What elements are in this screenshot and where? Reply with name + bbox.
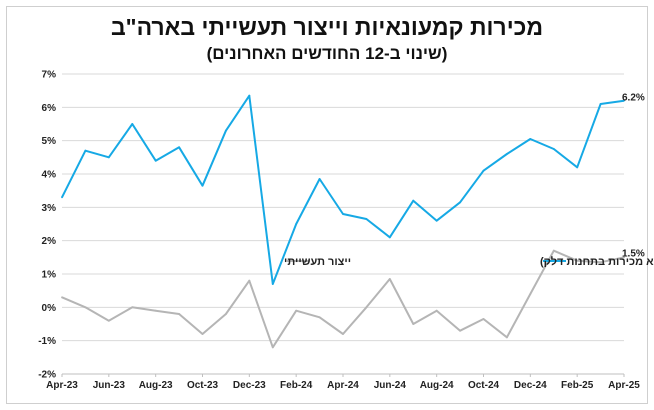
x-tick-label: Apr-25	[608, 380, 640, 391]
chart-title: מכירות קמעונאיות וייצור תעשייתי בארה"ב	[110, 14, 544, 40]
data-point-retail-sales	[154, 159, 157, 162]
y-tick-label: 2%	[42, 236, 57, 247]
x-tick-label: Feb-24	[280, 380, 313, 391]
data-point-industrial-production	[506, 336, 508, 339]
data-point-industrial-production	[201, 333, 204, 335]
data-point-industrial-production	[552, 249, 555, 252]
data-point-retail-sales	[623, 99, 625, 102]
y-tick-label: 6%	[42, 103, 57, 114]
data-point-retail-sales	[295, 223, 298, 225]
y-tick-label: -2%	[38, 370, 56, 381]
x-tick-label: Jun-24	[374, 380, 407, 391]
x-tick-label: Apr-24	[327, 380, 359, 391]
data-point-retail-sales	[599, 103, 602, 105]
data-point-industrial-production	[178, 313, 180, 315]
data-point-retail-sales	[318, 178, 321, 180]
data-point-industrial-production	[131, 306, 134, 309]
x-tick-label: Oct-24	[468, 380, 500, 391]
y-tick-label: 5%	[42, 136, 57, 147]
data-point-industrial-production	[412, 323, 415, 325]
data-point-industrial-production	[623, 256, 625, 259]
data-point-industrial-production	[529, 293, 532, 295]
data-point-industrial-production	[435, 309, 438, 312]
y-tick-label: 1%	[42, 270, 57, 281]
x-tick-label: Aug-24	[420, 380, 454, 391]
x-tick-label: Apr-23	[46, 380, 78, 391]
y-tick-label: -1%	[38, 336, 56, 347]
data-point-retail-sales	[248, 94, 251, 97]
data-point-retail-sales	[225, 129, 227, 132]
data-point-retail-sales	[459, 201, 461, 204]
x-tick-label: Dec-24	[514, 380, 547, 391]
y-tick-label: 0%	[42, 303, 57, 314]
data-point-retail-sales	[61, 196, 63, 199]
data-point-industrial-production	[318, 316, 321, 319]
chart-frame	[6, 6, 648, 404]
data-point-retail-sales	[388, 236, 391, 239]
data-point-industrial-production	[576, 259, 579, 262]
data-point-retail-sales	[435, 219, 438, 222]
data-point-industrial-production	[271, 346, 274, 349]
y-tick-label: 3%	[42, 203, 57, 214]
data-point-industrial-production	[295, 309, 298, 312]
data-point-retail-sales	[506, 153, 508, 155]
x-tick-label: Oct-23	[187, 380, 219, 391]
data-point-retail-sales	[342, 213, 344, 215]
data-point-industrial-production	[225, 313, 227, 315]
data-point-retail-sales	[482, 169, 485, 172]
data-point-industrial-production	[482, 318, 485, 320]
data-point-industrial-production	[388, 278, 391, 280]
data-point-retail-sales	[552, 148, 555, 150]
data-point-retail-sales	[576, 166, 579, 169]
data-point-retail-sales	[178, 146, 180, 149]
data-point-retail-sales	[131, 123, 134, 125]
end-label-retail-sales: 6.2%	[622, 93, 645, 104]
data-point-retail-sales	[201, 184, 204, 187]
legend-label-industrial-production: ייצור תעשייתי	[284, 256, 351, 268]
data-point-industrial-production	[599, 261, 602, 264]
end-label-industrial-production: 1.5%	[622, 248, 645, 259]
data-point-retail-sales	[412, 199, 415, 202]
data-point-retail-sales	[84, 149, 87, 152]
data-point-industrial-production	[342, 333, 344, 335]
x-tick-label: Feb-25	[561, 380, 594, 391]
data-point-industrial-production	[248, 279, 251, 282]
data-point-retail-sales	[271, 283, 274, 285]
data-point-industrial-production	[84, 306, 87, 309]
x-tick-label: Dec-23	[233, 380, 266, 391]
x-tick-label: Jun-23	[93, 380, 126, 391]
data-point-industrial-production	[365, 306, 368, 309]
y-tick-label: 7%	[42, 70, 57, 81]
data-point-industrial-production	[154, 309, 157, 312]
y-tick-label: 4%	[42, 170, 57, 181]
data-point-retail-sales	[529, 138, 532, 140]
chart-subtitle: (שינוי ב-12 החודשים האחרונים)	[206, 44, 448, 63]
data-point-industrial-production	[61, 296, 63, 299]
data-point-industrial-production	[459, 329, 461, 332]
data-point-retail-sales	[365, 218, 368, 220]
legend-label-retail-sales: מכירות קמעונאיות (ללא מכירות בתחנות דלק)	[540, 255, 654, 268]
x-tick-label: Aug-23	[139, 380, 173, 391]
data-point-retail-sales	[107, 156, 110, 159]
data-point-industrial-production	[107, 319, 110, 322]
